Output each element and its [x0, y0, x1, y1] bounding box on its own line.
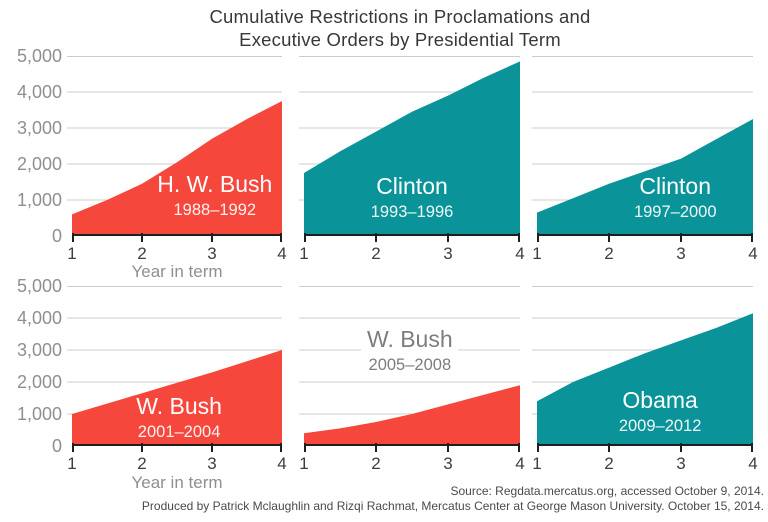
- y-axis-labels: 5,000 4,000 3,000 2,000 1,000 0 5,000 4,…: [0, 0, 62, 522]
- source-line: Source: Regdata.mercatus.org, accessed O…: [450, 484, 764, 498]
- panel-clinton-1993-1996: Clinton 1993–1996 1 2 3 4: [299, 56, 525, 286]
- term-years: 2005–2008: [361, 355, 459, 375]
- source-credit: Source: Regdata.mercatus.org, accessed O…: [142, 484, 764, 514]
- president-name: Obama: [622, 387, 698, 413]
- x-tick-label: 2: [137, 454, 147, 473]
- area-chart-hw-bush-1988-1992: [67, 56, 282, 242]
- x-tick-label: 4: [515, 454, 525, 473]
- area-chart-clinton-1993-1996: [299, 56, 520, 242]
- president-name: Clinton: [376, 173, 448, 199]
- x-tick-label: 2: [604, 244, 614, 263]
- x-axis-tick-labels: 1 2 3 4: [67, 454, 286, 474]
- x-tick-label: 1: [299, 244, 309, 263]
- term-years: 2001–2004: [137, 423, 221, 441]
- y-tick-label: 2,000: [16, 154, 62, 174]
- produced-by-line: Produced by Patrick Mclaughlin and Rizqi…: [141, 499, 764, 513]
- x-tick-label: 3: [676, 454, 686, 473]
- panel-label: W. Bush 2005–2008: [361, 326, 459, 375]
- x-axis-tick-labels: 1 2 3 4: [532, 244, 757, 264]
- y-tick-label: 5,000: [16, 46, 62, 66]
- y-tick-label: 4,000: [16, 82, 62, 102]
- chart-title-line-2: Executive Orders by Presidential Term: [239, 29, 561, 50]
- panel-label: Obama 2009–2012: [619, 387, 702, 436]
- x-tick-label: 3: [443, 454, 453, 473]
- panel-label: W. Bush 2001–2004: [136, 393, 222, 442]
- panel-label: Clinton 1993–1996: [371, 173, 454, 222]
- x-tick-label: 4: [277, 454, 287, 473]
- president-name: H. W. Bush: [157, 171, 273, 197]
- president-name: W. Bush: [361, 326, 459, 352]
- x-tick-label: 3: [207, 454, 217, 473]
- y-tick-label: 1,000: [16, 190, 62, 210]
- x-tick-label: 2: [137, 244, 147, 263]
- x-tick-label: 2: [371, 454, 381, 473]
- term-years: 1997–2000: [633, 203, 717, 221]
- panel-obama-2009-2012: Obama 2009–2012 1 2 3 4: [532, 286, 758, 498]
- y-tick-label: 0: [51, 436, 62, 456]
- panel-label: Clinton 1997–2000: [634, 173, 717, 222]
- area-chart-obama-2009-2012: [532, 286, 753, 452]
- panel-clinton-1997-2000: Clinton 1997–2000 1 2 3 4: [532, 56, 758, 286]
- y-tick-label: 3,000: [16, 340, 62, 360]
- x-axis-tick-labels: 1 2 3 4: [532, 454, 757, 474]
- x-tick-label: 3: [207, 244, 217, 263]
- x-tick-label: 1: [67, 454, 77, 473]
- area-chart-clinton-1997-2000: [532, 56, 753, 242]
- x-tick-label: 4: [277, 244, 287, 263]
- term-years: 2009–2012: [618, 417, 702, 435]
- x-tick-label: 1: [67, 244, 77, 263]
- x-tick-label: 2: [604, 454, 614, 473]
- panel-w-bush-2001-2004: W. Bush 2001–2004 1 2 3 4: [67, 286, 287, 498]
- x-tick-label: 1: [299, 454, 309, 473]
- panel-label: H. W. Bush 1988–1992: [157, 171, 272, 220]
- x-axis-tick-labels: 1 2 3 4: [299, 244, 524, 264]
- panel-hw-bush-1988-1992: H. W. Bush 1988–1992 1 2 3 4: [67, 56, 287, 286]
- term-years: 1988–1992: [173, 201, 257, 219]
- x-axis-title-top: Year in term: [131, 262, 223, 281]
- x-tick-label: 3: [443, 244, 453, 263]
- term-years: 1993–1996: [370, 203, 454, 221]
- y-tick-label: 5,000: [16, 276, 62, 296]
- chart-title-line-1: Cumulative Restrictions in Proclamations…: [209, 6, 591, 27]
- chart-title: Cumulative Restrictions in Proclamations…: [32, 5, 768, 51]
- y-tick-label: 2,000: [16, 372, 62, 392]
- x-tick-label: 4: [515, 244, 525, 263]
- x-tick-label: 4: [748, 244, 758, 263]
- x-axis-tick-labels: 1 2 3 4: [67, 244, 286, 264]
- area-chart-w-bush-2001-2004: [67, 286, 282, 452]
- x-axis-tick-labels: 1 2 3 4: [299, 454, 524, 474]
- x-tick-label: 2: [371, 244, 381, 263]
- y-tick-label: 0: [51, 226, 62, 246]
- x-tick-label: 3: [676, 244, 686, 263]
- y-tick-label: 3,000: [16, 118, 62, 138]
- president-name: Clinton: [639, 173, 712, 199]
- x-tick-label: 1: [532, 244, 542, 263]
- panel-w-bush-2005-2008: W. Bush 2005–2008 1 2 3 4: [299, 286, 525, 498]
- x-tick-label: 4: [748, 454, 758, 473]
- y-tick-label: 4,000: [16, 308, 62, 328]
- x-axis-title-bottom: Year in term: [131, 473, 223, 492]
- y-tick-label: 1,000: [16, 404, 62, 424]
- x-tick-label: 1: [532, 454, 542, 473]
- president-name: W. Bush: [136, 393, 222, 419]
